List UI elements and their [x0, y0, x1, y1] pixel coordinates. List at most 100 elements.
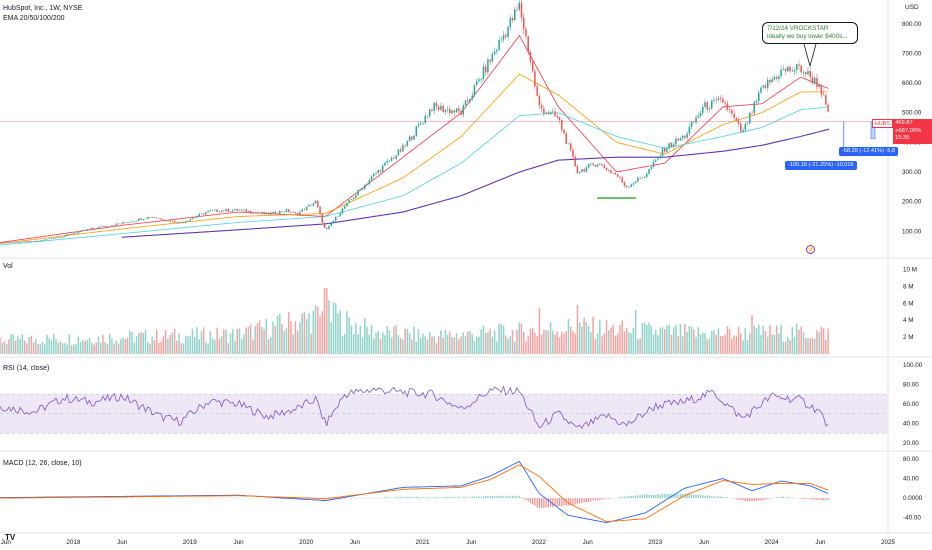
candle-body	[634, 181, 637, 184]
candle-body	[55, 237, 57, 239]
volume-bar	[507, 338, 509, 354]
candle-body	[574, 156, 576, 167]
measure-lower[interactable]: -100.16 (-21.25%) -10,016	[785, 161, 857, 170]
volume-bar	[728, 328, 731, 354]
volume-bar	[220, 336, 223, 354]
volume-bar	[509, 335, 512, 354]
candle-body	[424, 115, 426, 123]
candle-body	[643, 176, 646, 178]
volume-bar	[643, 322, 646, 354]
macd-histogram-bar	[442, 497, 444, 499]
volume-bar	[305, 319, 308, 354]
macd-legend[interactable]: MACD (12, 26, close, 10)	[3, 460, 82, 467]
candle-body	[390, 157, 393, 161]
candle-body	[126, 222, 129, 224]
candle-body	[200, 213, 203, 214]
volume-bar	[294, 321, 297, 354]
macd-histogram-bar	[464, 496, 467, 499]
volume-bar	[3, 341, 6, 354]
time-tick-label: Jun	[815, 539, 826, 546]
volume-bar	[377, 330, 379, 354]
candle-body	[764, 85, 767, 88]
volume-bar	[800, 326, 803, 354]
volume-bar	[77, 336, 80, 354]
candle-body	[708, 108, 711, 110]
candle-body	[364, 184, 366, 190]
volume-bar	[482, 325, 485, 354]
candle-body	[722, 98, 724, 103]
macd-histogram-bar	[529, 498, 532, 503]
flash-icon[interactable]: ⚡	[806, 245, 815, 254]
macd-histogram-bar	[807, 498, 809, 500]
macd-histogram-bar	[720, 496, 722, 499]
volume-bar	[361, 337, 364, 354]
candle-body	[820, 85, 823, 95]
candle-body	[317, 200, 319, 207]
candle-body	[252, 213, 254, 214]
volume-bar	[267, 339, 270, 354]
volume-bar	[68, 334, 71, 354]
candle-body	[648, 169, 650, 174]
macd-histogram-bar	[395, 497, 397, 499]
candle-body	[0, 242, 1, 244]
volume-legend[interactable]: Vol	[3, 263, 13, 270]
annotation-callout[interactable]: 7/12/24 VROCKSTAR ideally we buy lower $…	[762, 22, 858, 44]
macd-histogram-bar	[693, 494, 695, 499]
volume-bar	[205, 341, 207, 354]
ema-legend[interactable]: EMA 20/50/100/200	[3, 15, 65, 22]
macd-histogram-bar	[431, 497, 433, 499]
candle-body	[227, 209, 230, 212]
macd-histogram-bar	[825, 498, 827, 501]
volume-bar	[292, 334, 294, 354]
macd-histogram-bar	[102, 497, 104, 499]
candle-body	[138, 218, 140, 221]
candle-body	[710, 100, 713, 109]
macd-histogram-bar	[487, 495, 489, 499]
volume-bar	[319, 316, 321, 354]
volume-bar	[755, 328, 758, 354]
volume-bar	[784, 341, 787, 354]
volume-bar	[346, 311, 348, 354]
volume-bar	[596, 333, 599, 354]
rsi-legend[interactable]: RSI (14, close)	[3, 365, 50, 372]
volume-bar	[411, 339, 413, 354]
candle-body	[88, 228, 91, 230]
candle-body	[572, 149, 574, 157]
macd-histogram-bar	[688, 493, 690, 499]
macd-histogram-bar	[449, 496, 451, 499]
candle-body	[520, 2, 523, 18]
macd-histogram-bar	[473, 496, 476, 499]
symbol-title[interactable]: HubSpot, Inc., 1W, NYSE	[3, 5, 83, 12]
candle-body	[719, 98, 722, 99]
candle-body	[111, 225, 113, 227]
currency-label[interactable]: USD	[905, 4, 919, 11]
volume-bar	[341, 335, 344, 354]
candle-body	[321, 213, 324, 223]
macd-histogram-bar	[205, 497, 207, 499]
candle-body	[693, 121, 695, 123]
candle-body	[26, 241, 28, 243]
volume-bar	[135, 336, 138, 354]
volume-bar	[216, 327, 218, 354]
candle-body	[475, 81, 478, 86]
candle-body	[460, 110, 462, 115]
macd-tick-label: 40.00	[903, 476, 919, 483]
volume-bar	[820, 326, 823, 354]
volume-bar	[742, 340, 744, 354]
macd-histogram-bar	[377, 497, 379, 499]
candle-body	[115, 223, 118, 226]
measure-upper[interactable]: -58.28 (-12.41%) -5,8	[839, 147, 899, 156]
ema-line	[0, 106, 829, 246]
macd-histogram-bar	[570, 498, 572, 505]
candle-body	[225, 209, 227, 212]
volume-bar	[757, 324, 760, 354]
macd-histogram-bar	[303, 498, 305, 499]
candle-body	[760, 87, 762, 93]
macd-histogram-bar	[496, 496, 498, 499]
candle-body	[254, 212, 256, 214]
macd-histogram-bar	[753, 498, 755, 502]
price-tick-label: 700.00	[902, 50, 922, 57]
volume-bar	[323, 288, 326, 354]
macd-histogram-bar	[122, 497, 124, 499]
